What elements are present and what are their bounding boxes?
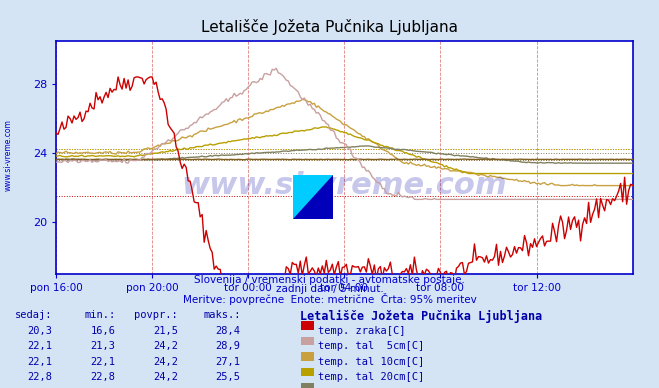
- Text: Meritve: povprečne  Enote: metrične  Črta: 95% meritev: Meritve: povprečne Enote: metrične Črta:…: [183, 293, 476, 305]
- Text: min.:: min.:: [84, 310, 115, 320]
- Text: temp. zraka[C]: temp. zraka[C]: [318, 326, 406, 336]
- Text: sedaj:: sedaj:: [15, 310, 53, 320]
- Text: Letališče Jožeta Pučnika Ljubljana: Letališče Jožeta Pučnika Ljubljana: [201, 19, 458, 35]
- Text: temp. tal 20cm[C]: temp. tal 20cm[C]: [318, 372, 424, 383]
- Text: 22,1: 22,1: [28, 357, 53, 367]
- Text: 24,2: 24,2: [153, 341, 178, 352]
- Polygon shape: [293, 175, 333, 219]
- Text: 28,4: 28,4: [215, 326, 241, 336]
- Text: Slovenija / vremenski podatki - avtomatske postaje.: Slovenija / vremenski podatki - avtomats…: [194, 275, 465, 286]
- Text: Letališče Jožeta Pučnika Ljubljana: Letališče Jožeta Pučnika Ljubljana: [300, 310, 542, 324]
- Text: 22,1: 22,1: [90, 357, 115, 367]
- Text: 24,2: 24,2: [153, 372, 178, 383]
- Text: 27,1: 27,1: [215, 357, 241, 367]
- Polygon shape: [293, 175, 333, 219]
- Text: temp. tal 10cm[C]: temp. tal 10cm[C]: [318, 357, 424, 367]
- Text: maks.:: maks.:: [203, 310, 241, 320]
- Text: 22,1: 22,1: [28, 341, 53, 352]
- Text: 22,8: 22,8: [28, 372, 53, 383]
- Text: 21,5: 21,5: [153, 326, 178, 336]
- Text: www.si-vreme.com: www.si-vreme.com: [181, 171, 507, 199]
- Polygon shape: [293, 175, 333, 219]
- Text: 21,3: 21,3: [90, 341, 115, 352]
- Text: zadnji dan / 5 minut.: zadnji dan / 5 minut.: [275, 284, 384, 294]
- Text: 28,9: 28,9: [215, 341, 241, 352]
- Text: 24,2: 24,2: [153, 357, 178, 367]
- Text: 16,6: 16,6: [90, 326, 115, 336]
- Text: 25,5: 25,5: [215, 372, 241, 383]
- Text: povpr.:: povpr.:: [134, 310, 178, 320]
- Text: temp. tal  5cm[C]: temp. tal 5cm[C]: [318, 341, 424, 352]
- Text: 22,8: 22,8: [90, 372, 115, 383]
- Text: www.si-vreme.com: www.si-vreme.com: [3, 119, 13, 191]
- Text: 20,3: 20,3: [28, 326, 53, 336]
